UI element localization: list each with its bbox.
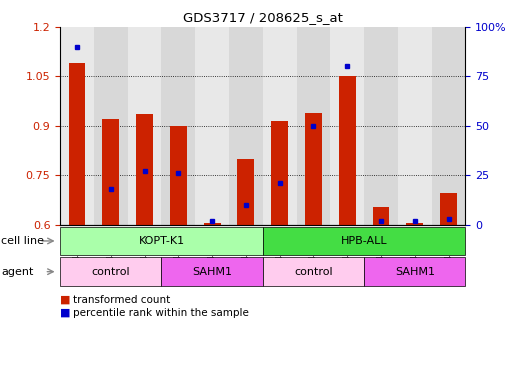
Bar <box>170 126 187 225</box>
Bar <box>440 193 457 225</box>
Bar <box>136 114 153 225</box>
Text: percentile rank within the sample: percentile rank within the sample <box>73 308 249 318</box>
Bar <box>203 223 221 225</box>
Title: GDS3717 / 208625_s_at: GDS3717 / 208625_s_at <box>183 11 343 24</box>
Bar <box>128 27 162 225</box>
Bar <box>60 27 94 225</box>
Bar <box>103 119 119 225</box>
Bar <box>364 27 398 225</box>
Bar <box>195 27 229 225</box>
Bar <box>406 223 423 225</box>
Bar <box>305 113 322 225</box>
Text: agent: agent <box>1 266 33 277</box>
Bar <box>162 27 195 225</box>
Bar <box>372 207 390 225</box>
Bar <box>271 121 288 225</box>
Text: HPB-ALL: HPB-ALL <box>341 236 388 246</box>
Text: KOPT-K1: KOPT-K1 <box>139 236 185 246</box>
Bar <box>237 159 254 225</box>
Bar <box>229 27 263 225</box>
Bar <box>297 27 331 225</box>
Bar <box>263 27 297 225</box>
Bar <box>339 76 356 225</box>
Bar <box>431 27 465 225</box>
Text: control: control <box>294 266 333 277</box>
Text: cell line: cell line <box>1 236 44 246</box>
Text: control: control <box>92 266 130 277</box>
Bar <box>398 27 431 225</box>
Text: SAHM1: SAHM1 <box>395 266 435 277</box>
Text: ■: ■ <box>60 308 71 318</box>
Bar <box>94 27 128 225</box>
Bar <box>331 27 364 225</box>
Text: ■: ■ <box>60 295 71 305</box>
Bar <box>69 63 85 225</box>
Text: SAHM1: SAHM1 <box>192 266 232 277</box>
Text: transformed count: transformed count <box>73 295 170 305</box>
